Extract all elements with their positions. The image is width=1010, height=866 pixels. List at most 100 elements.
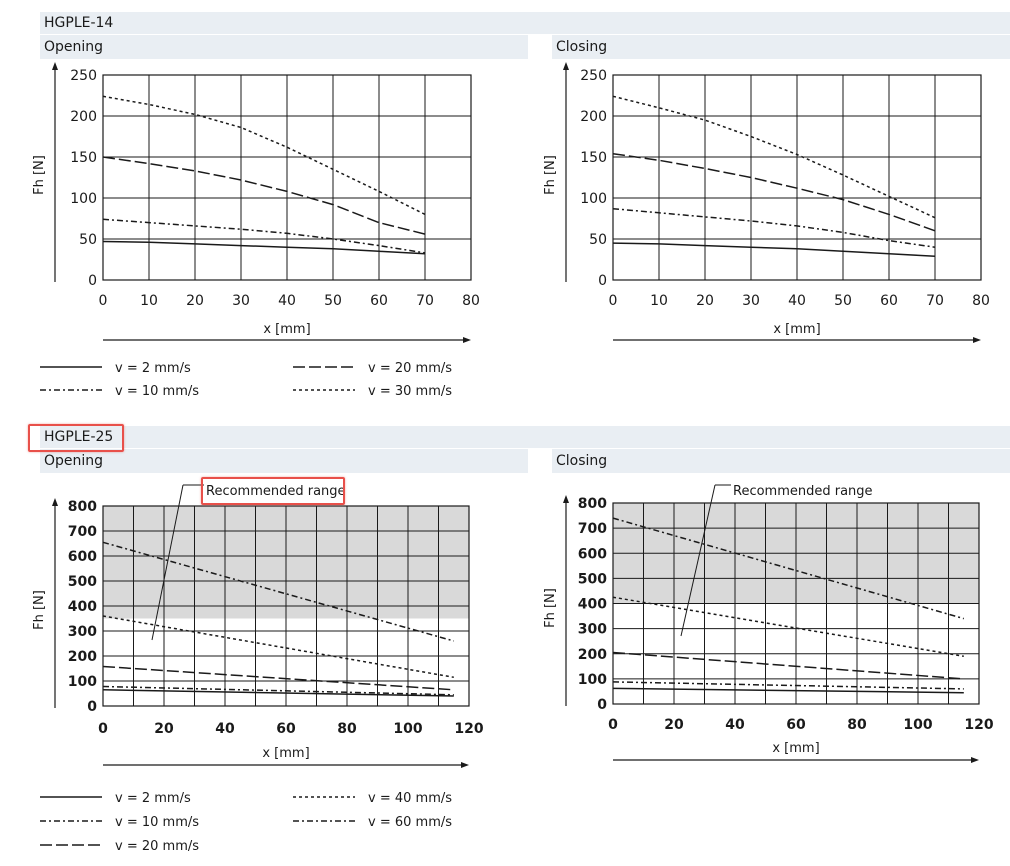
x-tick-label: 0 [99, 293, 108, 309]
legend-label: v = 10 mm/s [115, 815, 199, 830]
y-tick-label: 200 [68, 649, 97, 665]
series-line [102, 240, 426, 255]
y-tick-label: 0 [598, 273, 607, 289]
annotation-leader-line [151, 484, 184, 641]
x-tick-label: 60 [786, 717, 806, 733]
y-tick-label: 400 [578, 597, 607, 613]
section-header-band [40, 12, 1010, 34]
x-tick-label: 80 [847, 717, 867, 733]
x-axis-label: x [mm] [263, 322, 310, 337]
series-line [102, 685, 454, 696]
x-tick-label: 40 [788, 293, 806, 309]
x-tick-label: 80 [337, 721, 357, 737]
x-tick-label: 0 [98, 721, 108, 737]
series-line [102, 156, 426, 235]
y-tick-label: 0 [597, 697, 607, 713]
y-tick-label: 50 [79, 232, 97, 248]
x-tick-label: 30 [232, 293, 250, 309]
y-tick-label: 100 [578, 672, 607, 688]
y-axis-label: Fh [N] [543, 588, 558, 628]
x-axis-label: x [mm] [773, 322, 820, 337]
x-tick-label: 60 [370, 293, 388, 309]
series-line [102, 665, 454, 691]
series-line [612, 242, 936, 257]
y-tick-label: 250 [580, 68, 607, 84]
x-tick-label: 80 [462, 293, 480, 309]
x-axis-label: x [mm] [262, 746, 309, 761]
y-tick-label: 150 [580, 150, 607, 166]
y-tick-label: 100 [580, 191, 607, 207]
x-tick-label: 70 [926, 293, 944, 309]
chart-title-band-opening [40, 35, 528, 59]
y-axis-arrow-head [52, 62, 58, 70]
chart-title-band-closing [552, 35, 1010, 59]
highlight-box-recommended-range [201, 477, 345, 505]
y-tick-label: 300 [578, 622, 607, 638]
x-axis-arrow-head [461, 762, 469, 768]
y-tick-label: 300 [68, 624, 97, 640]
chart-title: Opening [44, 39, 104, 55]
chart-title: Opening [44, 453, 104, 469]
y-tick-label: 0 [87, 699, 97, 715]
legend-label: v = 20 mm/s [115, 839, 199, 854]
series-line [102, 541, 455, 642]
series-line [102, 95, 426, 216]
y-tick-label: 200 [580, 109, 607, 125]
section-title: HGPLE-25 [44, 429, 114, 445]
series-line [102, 218, 426, 254]
plot-frame [102, 505, 470, 707]
x-tick-label: 40 [725, 717, 745, 733]
legend-label: v = 20 mm/s [368, 361, 452, 376]
chart-title: Closing [556, 453, 608, 469]
legend-label: v = 30 mm/s [368, 384, 452, 399]
series-line [612, 681, 964, 690]
legend-label: v = 2 mm/s [115, 361, 191, 376]
series-line [612, 207, 936, 248]
recommended-range-label: Recommended range [206, 484, 346, 499]
y-axis-arrow-head [563, 495, 569, 503]
chart-title: Closing [556, 39, 608, 55]
x-axis-arrow-head [971, 757, 979, 763]
y-axis-label: Fh [N] [32, 590, 47, 630]
section-title: HGPLE-14 [44, 15, 114, 31]
plot-frame [612, 74, 982, 281]
legend-label: v = 40 mm/s [368, 791, 452, 806]
x-tick-label: 10 [140, 293, 158, 309]
y-axis-arrow-head [52, 498, 58, 506]
y-tick-label: 500 [68, 574, 97, 590]
y-axis-label: Fh [N] [32, 155, 47, 195]
x-tick-label: 20 [664, 717, 684, 733]
series-line [612, 95, 936, 219]
x-tick-label: 0 [608, 717, 618, 733]
y-tick-label: 250 [70, 68, 97, 84]
y-tick-label: 800 [578, 496, 607, 512]
x-axis-label: x [mm] [772, 741, 819, 756]
x-axis-arrow-head [973, 337, 981, 343]
x-tick-label: 40 [278, 293, 296, 309]
x-tick-label: 50 [324, 293, 342, 309]
y-axis-arrow-head [563, 62, 569, 70]
legend-label: v = 2 mm/s [115, 791, 191, 806]
x-tick-label: 70 [416, 293, 434, 309]
x-tick-label: 50 [834, 293, 852, 309]
section-header-band [40, 426, 1010, 448]
x-tick-label: 60 [880, 293, 898, 309]
y-tick-label: 100 [68, 674, 97, 690]
x-tick-label: 60 [276, 721, 296, 737]
chart-title-band-opening [40, 449, 528, 473]
x-tick-label: 30 [742, 293, 760, 309]
y-tick-label: 50 [589, 232, 607, 248]
x-tick-label: 120 [454, 721, 483, 737]
legend-label: v = 10 mm/s [115, 384, 199, 399]
chart-title-band-closing [552, 449, 1010, 473]
x-tick-label: 20 [186, 293, 204, 309]
series-line [102, 615, 454, 679]
y-tick-label: 600 [68, 549, 97, 565]
x-tick-label: 20 [154, 721, 174, 737]
y-tick-label: 700 [578, 521, 607, 537]
x-tick-label: 0 [609, 293, 618, 309]
y-tick-label: 400 [68, 599, 97, 615]
series-line [612, 152, 936, 232]
x-axis-arrow-head [463, 337, 471, 343]
